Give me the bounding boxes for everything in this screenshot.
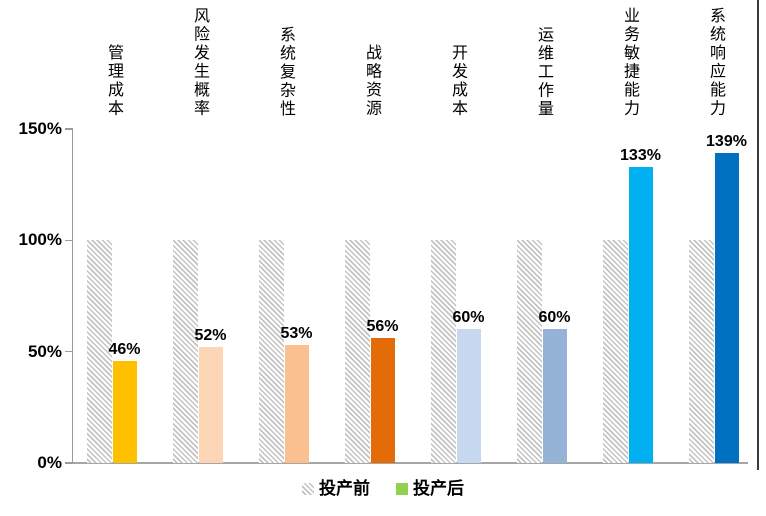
bar-before [87,240,112,463]
bar-before [259,240,284,463]
category-label: 战略资源 [363,44,380,118]
y-tick-mark [65,462,73,464]
bar-after [284,344,309,463]
category-label: 系统响应能力 [707,7,724,118]
bar-after [628,166,653,463]
value-label: 56% [366,318,399,336]
bar-after [112,360,137,463]
category-label: 运维工作量 [535,25,552,119]
legend-swatch-after-icon [396,483,408,495]
bar-after [370,338,395,463]
value-label: 46% [108,340,141,358]
y-tick-mark [65,350,73,353]
right-edge-border [757,0,759,470]
bar-before [689,240,714,463]
bar-after [198,347,223,463]
bar-before [345,240,370,463]
legend-item-before: 投产前 [302,479,370,499]
value-label: 139% [706,133,747,151]
y-axis-line [72,129,74,463]
bar-after [456,329,481,463]
value-label: 52% [194,327,227,345]
value-label: 60% [538,309,571,327]
bar-after [714,153,739,463]
y-tick-label: 50% [27,341,62,361]
bar-before [603,240,628,463]
bar-before [173,240,198,463]
legend-swatch-before-hatched-icon [302,483,314,495]
legend-label-after: 投产后 [413,479,464,498]
category-label: 业务敏捷能力 [621,7,638,118]
value-label: 53% [280,324,313,342]
legend-label-before: 投产前 [319,479,370,498]
chart-legend: 投产前 投产后 [0,479,766,499]
x-axis-line [73,462,748,464]
category-label: 开发成本 [449,44,466,118]
y-tick-label: 0% [37,453,62,472]
y-tick-label: 100% [18,230,62,250]
category-label: 风险发生概率 [191,7,208,118]
y-tick-mark [65,128,73,130]
y-tick-mark [65,239,73,242]
y-tick-label: 150% [18,119,62,138]
bar-after [542,329,567,463]
bar-before [431,240,456,463]
legend-item-after: 投产后 [396,479,464,499]
bar-before [517,240,542,463]
category-label: 系统复杂性 [277,25,294,119]
category-label: 管理成本 [105,44,122,118]
value-label: 60% [452,309,485,327]
value-label: 133% [620,146,661,164]
